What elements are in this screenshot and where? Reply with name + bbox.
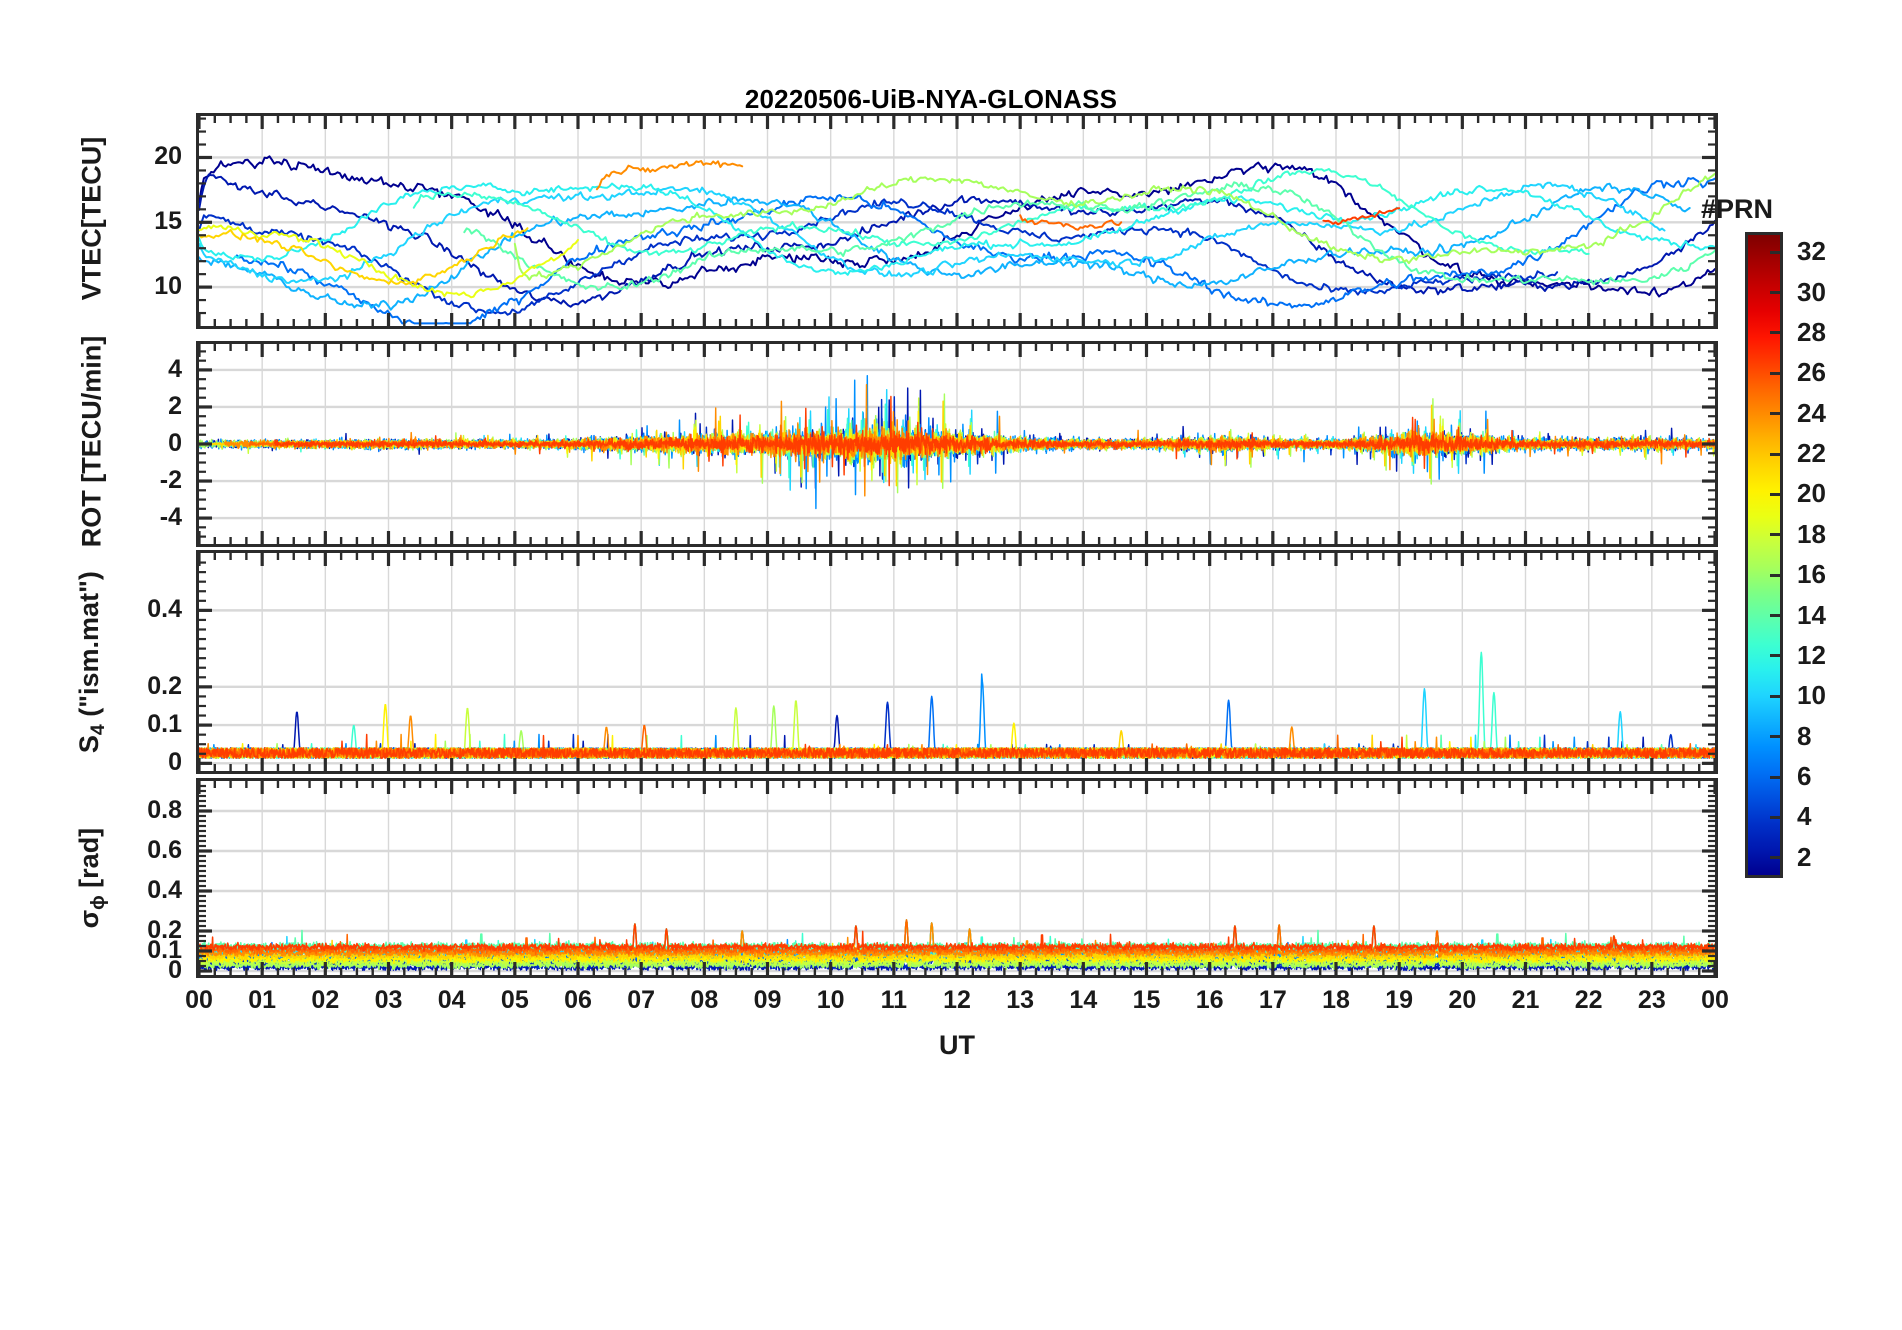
x-tick-14: 14 <box>1069 986 1098 1014</box>
y-tick-vtec-2: 20 <box>154 142 182 171</box>
y-tick-rot-4: 4 <box>168 354 182 383</box>
colorbar-tickmark-8 <box>1770 735 1782 739</box>
colorbar-title: #PRN <box>1701 194 1774 224</box>
colorbar-tick-32: 32 <box>1797 236 1826 267</box>
x-tick-23: 23 <box>1637 986 1666 1014</box>
y-tick-s4-2: 0.2 <box>147 671 182 700</box>
panel-s4 <box>196 550 1718 774</box>
y-tick-vtec-0: 10 <box>154 272 182 301</box>
x-tick-1: 01 <box>248 986 277 1014</box>
colorbar-tick-26: 26 <box>1797 357 1826 388</box>
figure-title: 20220506-UiB-NYA-GLONASS <box>0 84 1902 115</box>
colorbar[interactable] <box>1745 232 1783 878</box>
x-tick-21: 21 <box>1511 986 1540 1014</box>
colorbar-tick-6: 6 <box>1797 761 1812 792</box>
y-tick-sigma_phi-1: 0.1 <box>147 936 182 964</box>
colorbar-tick-30: 30 <box>1797 276 1826 307</box>
panel-vtec <box>196 113 1718 329</box>
x-tick-17: 17 <box>1258 986 1287 1014</box>
colorbar-tickmark-18 <box>1770 533 1782 537</box>
colorbar-tickmark-24 <box>1770 412 1782 416</box>
colorbar-tick-18: 18 <box>1797 518 1826 549</box>
x-tick-3: 03 <box>374 986 403 1014</box>
colorbar-tick-12: 12 <box>1797 639 1826 670</box>
colorbar-tickmark-22 <box>1770 452 1782 456</box>
x-tick-24: 00 <box>1701 986 1729 1014</box>
x-tick-12: 12 <box>943 986 971 1014</box>
y-tick-sigma_phi-4: 0.6 <box>147 836 182 864</box>
panel-sigma-phi <box>196 778 1718 978</box>
x-tick-2: 02 <box>311 986 340 1014</box>
x-tick-22: 22 <box>1574 986 1603 1014</box>
x-tick-20: 20 <box>1448 986 1477 1014</box>
y-tick-vtec-1: 15 <box>154 207 182 236</box>
colorbar-tick-14: 14 <box>1797 599 1826 630</box>
y-tick-rot-2: 0 <box>168 429 182 457</box>
colorbar-tickmark-6 <box>1770 775 1782 779</box>
x-tick-16: 16 <box>1195 986 1224 1014</box>
x-tick-15: 15 <box>1132 986 1161 1014</box>
y-tick-s4-1: 0.1 <box>147 710 182 739</box>
y-tick-sigma_phi-2: 0.2 <box>147 916 182 944</box>
colorbar-tickmark-20 <box>1770 492 1782 496</box>
y-tick-sigma_phi-0: 0 <box>168 956 182 984</box>
y-tick-sigma_phi-5: 0.8 <box>147 796 182 824</box>
colorbar-tickmark-12 <box>1770 654 1782 658</box>
x-tick-7: 07 <box>627 986 656 1014</box>
y-tick-s4-3: 0.4 <box>147 595 182 624</box>
y-tick-s4-0: 0 <box>168 748 182 777</box>
x-axis-label: UT <box>939 1030 975 1060</box>
colorbar-tick-20: 20 <box>1797 478 1826 509</box>
colorbar-tick-28: 28 <box>1797 316 1826 347</box>
y-tick-rot-0: -4 <box>159 503 182 532</box>
x-tick-0: 00 <box>185 986 213 1014</box>
x-tick-5: 05 <box>500 986 529 1014</box>
x-tick-4: 04 <box>437 986 466 1014</box>
x-tick-11: 11 <box>880 986 908 1014</box>
colorbar-tick-16: 16 <box>1797 559 1826 590</box>
x-tick-10: 10 <box>816 986 845 1014</box>
colorbar-tick-10: 10 <box>1797 680 1826 711</box>
colorbar-tick-8: 8 <box>1797 720 1812 751</box>
colorbar-tick-24: 24 <box>1797 397 1826 428</box>
y-tick-rot-1: -2 <box>159 466 182 495</box>
colorbar-tickmark-32 <box>1770 250 1782 254</box>
colorbar-tickmark-26 <box>1770 371 1782 375</box>
y-tick-rot-3: 2 <box>168 391 182 420</box>
colorbar-tickmark-10 <box>1770 694 1782 698</box>
x-tick-6: 06 <box>564 986 592 1014</box>
colorbar-tickmark-16 <box>1770 573 1782 577</box>
colorbar-tick-22: 22 <box>1797 438 1826 469</box>
x-tick-9: 09 <box>753 986 782 1014</box>
colorbar-tickmark-2 <box>1770 856 1782 860</box>
colorbar-tickmark-4 <box>1770 815 1782 819</box>
colorbar-tickmark-30 <box>1770 291 1782 295</box>
x-tick-8: 08 <box>690 986 719 1014</box>
colorbar-tick-2: 2 <box>1797 841 1812 872</box>
panel-rot <box>196 341 1718 547</box>
figure-title-text: 20220506-UiB-NYA-GLONASS <box>744 84 1118 114</box>
colorbar-tickmark-14 <box>1770 614 1782 618</box>
x-tick-19: 19 <box>1385 986 1414 1014</box>
colorbar-tick-4: 4 <box>1797 801 1812 832</box>
x-tick-18: 18 <box>1322 986 1350 1014</box>
x-tick-13: 13 <box>1006 986 1035 1014</box>
y-tick-sigma_phi-3: 0.4 <box>147 876 182 904</box>
colorbar-tickmark-28 <box>1770 331 1782 335</box>
